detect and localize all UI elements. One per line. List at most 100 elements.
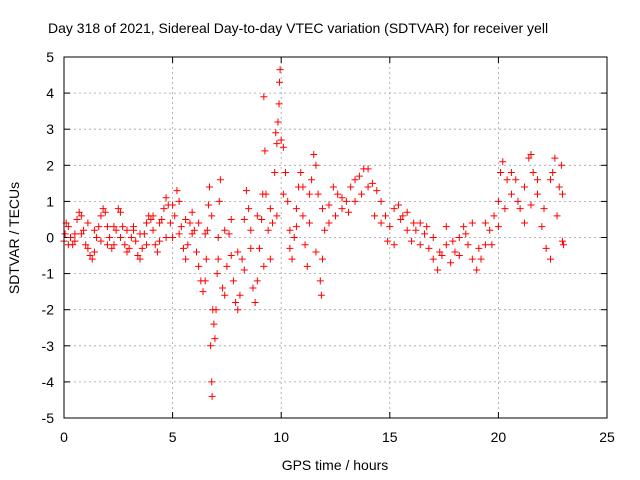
y-tick-label: -4: [42, 374, 55, 390]
data-point: [195, 219, 203, 227]
data-point: [525, 154, 533, 162]
data-point: [116, 234, 124, 241]
data-point: [110, 223, 118, 231]
data-point: [80, 226, 88, 234]
data-point: [338, 205, 346, 213]
data-point: [229, 277, 237, 285]
data-point: [299, 183, 307, 191]
data-point: [338, 194, 346, 202]
data-point: [551, 154, 559, 162]
y-tick-label: -3: [42, 338, 55, 354]
data-point: [273, 212, 281, 220]
data-point: [99, 205, 107, 213]
data-point: [195, 262, 203, 270]
data-point: [67, 234, 75, 241]
x-tick-label: 20: [491, 429, 507, 445]
y-tick-label: 4: [46, 85, 54, 101]
data-point: [279, 190, 287, 198]
data-point: [158, 215, 166, 223]
data-point: [242, 187, 250, 195]
data-point: [314, 190, 322, 198]
data-point: [143, 219, 151, 227]
data-point: [442, 241, 450, 249]
y-tick-label: 5: [46, 49, 54, 65]
data-point: [186, 219, 194, 227]
data-point: [403, 226, 411, 234]
data-point: [305, 219, 313, 227]
data-point: [215, 197, 223, 205]
data-point: [460, 223, 468, 231]
data-point: [503, 176, 511, 184]
data-point: [199, 288, 207, 296]
data-point: [90, 248, 98, 256]
data-point: [249, 284, 257, 292]
data-point: [423, 223, 431, 231]
data-point: [192, 248, 200, 256]
data-point: [123, 226, 131, 234]
data-point: [292, 223, 300, 231]
data-point: [473, 266, 481, 274]
data-point: [147, 215, 155, 223]
data-point: [421, 230, 429, 238]
data-point: [520, 219, 528, 227]
data-point: [71, 230, 79, 238]
data-point: [75, 208, 83, 216]
data-point: [232, 298, 240, 306]
data-point: [275, 78, 283, 86]
data-point: [397, 215, 405, 223]
data-point: [292, 205, 300, 213]
data-point: [82, 241, 90, 249]
data-point: [162, 234, 170, 241]
data-point: [507, 169, 515, 177]
data-point: [188, 208, 196, 216]
chart-title: Day 318 of 2021, Sidereal Day-to-day VTE…: [48, 20, 548, 36]
data-point: [547, 176, 555, 184]
data-point: [317, 291, 325, 299]
data-point: [112, 226, 120, 234]
data-point: [190, 226, 198, 234]
data-point: [455, 234, 463, 241]
data-point: [494, 223, 502, 231]
data-point: [206, 183, 214, 191]
y-axis-label: SDTVAR / TECUs: [6, 182, 22, 294]
data-point: [204, 201, 212, 209]
data-point: [334, 190, 342, 198]
data-point: [301, 241, 309, 249]
data-point: [175, 197, 183, 205]
data-point: [312, 248, 320, 256]
data-point: [64, 223, 72, 231]
data-point: [71, 237, 79, 245]
y-tick-label: 3: [46, 121, 54, 137]
data-point: [169, 201, 177, 209]
x-tick-label: 25: [599, 429, 615, 445]
data-point: [390, 241, 398, 249]
data-point: [227, 252, 235, 260]
data-point: [132, 237, 140, 245]
data-point: [386, 223, 394, 231]
data-point: [260, 93, 268, 101]
data-point: [277, 136, 285, 144]
y-tick-label: 1: [46, 193, 54, 209]
data-point: [499, 158, 507, 166]
data-point: [303, 262, 311, 270]
data-point: [364, 165, 372, 173]
data-point: [266, 255, 274, 263]
data-point: [260, 262, 268, 270]
data-point: [321, 226, 329, 234]
data-point: [429, 255, 437, 263]
data-point: [149, 212, 157, 220]
data-point: [208, 378, 216, 386]
data-point: [175, 230, 183, 238]
data-point: [368, 179, 376, 187]
data-point: [240, 266, 248, 274]
data-point: [258, 215, 266, 223]
data-point: [253, 277, 261, 285]
data-points-layer: [60, 66, 568, 400]
data-point: [97, 212, 105, 220]
data-point: [276, 66, 284, 74]
data-point: [299, 212, 307, 220]
data-point: [497, 169, 505, 177]
y-tick-label: -5: [42, 410, 55, 426]
